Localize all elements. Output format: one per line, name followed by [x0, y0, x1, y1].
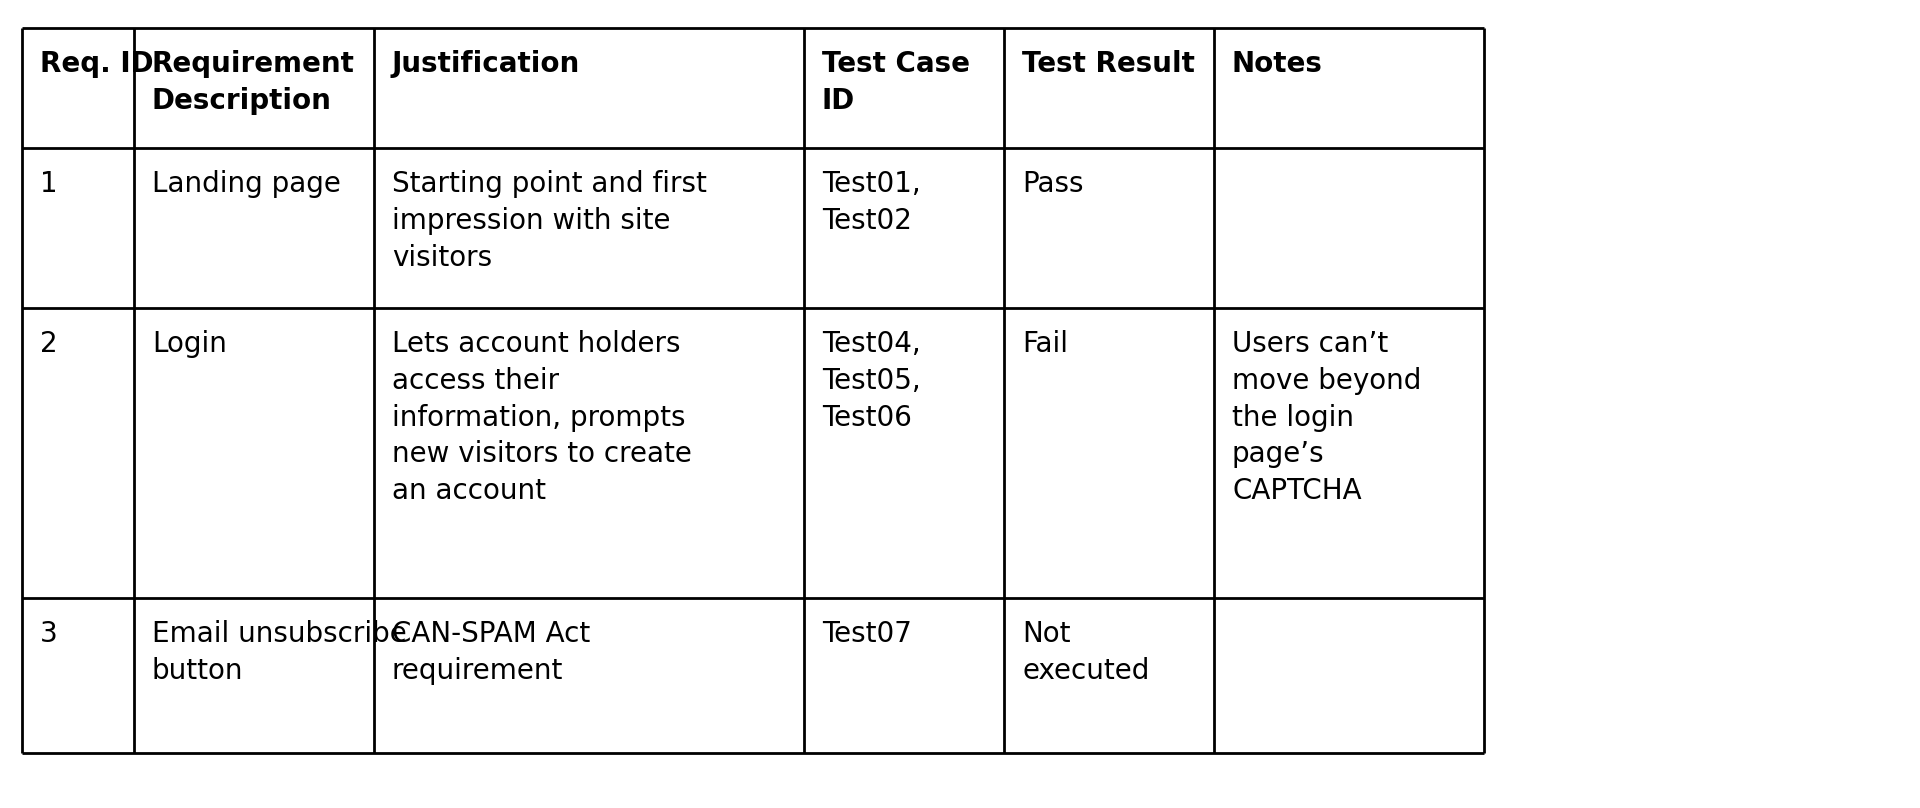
Text: 2: 2: [40, 330, 58, 358]
Text: 1: 1: [40, 170, 58, 198]
Text: Pass: Pass: [1021, 170, 1083, 198]
Text: Req. ID: Req. ID: [40, 50, 154, 78]
Text: Test07: Test07: [822, 620, 912, 648]
Text: CAN-SPAM Act
requirement: CAN-SPAM Act requirement: [392, 620, 589, 685]
Text: Lets account holders
access their
information, prompts
new visitors to create
an: Lets account holders access their inform…: [392, 330, 691, 505]
Text: Fail: Fail: [1021, 330, 1068, 358]
Text: Test Result: Test Result: [1021, 50, 1194, 78]
Text: Requirement
Description: Requirement Description: [152, 50, 355, 115]
Text: Test04,
Test05,
Test06: Test04, Test05, Test06: [822, 330, 922, 431]
Text: Email unsubscribe
button: Email unsubscribe button: [152, 620, 407, 685]
Text: Test01,
Test02: Test01, Test02: [822, 170, 922, 235]
Text: Justification: Justification: [392, 50, 580, 78]
Text: Starting point and first
impression with site
visitors: Starting point and first impression with…: [392, 170, 707, 271]
Text: Users can’t
move beyond
the login
page’s
CAPTCHA: Users can’t move beyond the login page’s…: [1233, 330, 1421, 505]
Text: Not
executed: Not executed: [1021, 620, 1150, 685]
Text: Test Case
ID: Test Case ID: [822, 50, 970, 115]
Text: Notes: Notes: [1233, 50, 1323, 78]
Text: 3: 3: [40, 620, 58, 648]
Text: Landing page: Landing page: [152, 170, 342, 198]
Text: Login: Login: [152, 330, 227, 358]
